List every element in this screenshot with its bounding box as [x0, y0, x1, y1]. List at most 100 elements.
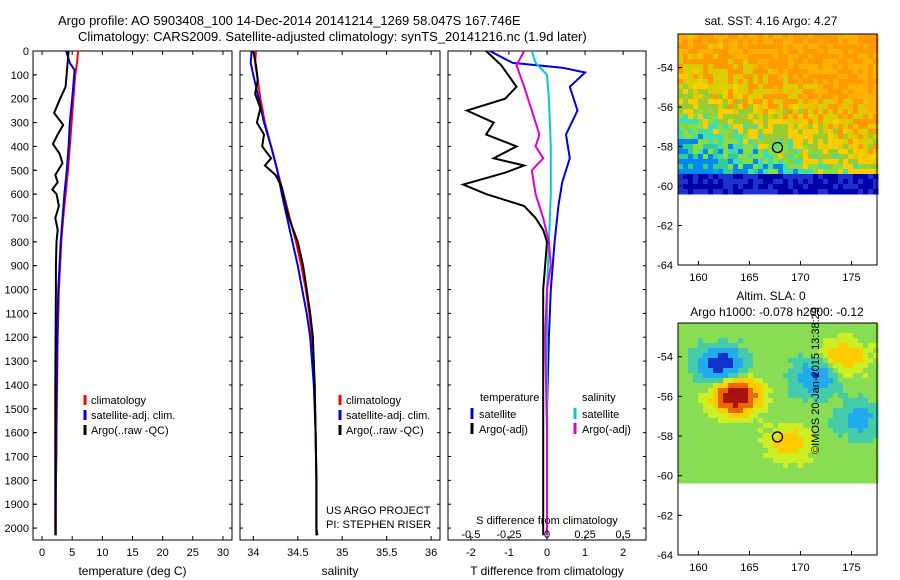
- map-cell: [813, 373, 819, 379]
- map-cell: [863, 109, 869, 115]
- map-cell: [793, 49, 799, 55]
- map-cell: [838, 39, 844, 45]
- map-cell: [818, 44, 824, 50]
- map-cell: [813, 94, 819, 100]
- x-axis-label: temperature (deg C): [78, 564, 186, 578]
- map-cell: [743, 179, 749, 185]
- y-tick-label: 800: [11, 237, 29, 249]
- map-cell: [763, 94, 769, 100]
- map-cell: [798, 144, 804, 150]
- map-cell: [738, 59, 744, 65]
- map-cell: [708, 418, 714, 424]
- map-cell: [813, 144, 819, 150]
- map-cell: [833, 134, 839, 140]
- map-cell: [843, 119, 849, 125]
- map-cell: [793, 438, 799, 444]
- map-cell: [723, 383, 729, 389]
- map-cell: [823, 373, 829, 379]
- map-cell: [828, 448, 834, 454]
- map-cell: [713, 134, 719, 140]
- map-cell: [708, 393, 714, 399]
- map-cell: [763, 74, 769, 80]
- map-cell: [728, 388, 734, 394]
- map-cell: [693, 39, 699, 45]
- map-cell: [873, 189, 879, 195]
- map-cell: [713, 114, 719, 120]
- y-tick-label: 1400: [5, 380, 29, 392]
- map-cell: [748, 49, 754, 55]
- map-cell: [853, 363, 859, 369]
- map-cell: [863, 343, 869, 349]
- map-cell: [718, 393, 724, 399]
- map-cell: [683, 338, 689, 344]
- map-cell: [753, 119, 759, 125]
- map-cell: [843, 473, 849, 479]
- map-cell: [823, 154, 829, 160]
- map-cell: [863, 368, 869, 374]
- map-cell: [853, 184, 859, 190]
- map-cell: [843, 39, 849, 45]
- map-cell: [873, 184, 879, 190]
- map-cell: [808, 124, 814, 130]
- map-cell: [778, 378, 784, 384]
- map-cell: [803, 64, 809, 70]
- map-cell: [703, 463, 709, 469]
- map-cell: [768, 64, 774, 70]
- map-cell: [863, 413, 869, 419]
- map-cell: [688, 353, 694, 359]
- map-cell: [813, 468, 819, 474]
- map-cell: [723, 179, 729, 185]
- map-cell: [683, 438, 689, 444]
- map-cell: [813, 34, 819, 40]
- map-cell: [778, 134, 784, 140]
- map-cell: [788, 328, 794, 334]
- map-cell: [873, 458, 879, 464]
- map-cell: [793, 84, 799, 90]
- map-cell: [853, 393, 859, 399]
- map-cell: [708, 154, 714, 160]
- map-cell: [733, 44, 739, 50]
- map-cell: [858, 358, 864, 364]
- map-cell: [773, 189, 779, 195]
- map-cell: [713, 398, 719, 404]
- map-cell: [793, 428, 799, 434]
- map-y-tick-label: -58: [657, 431, 673, 443]
- map-cell: [693, 84, 699, 90]
- map-cell: [743, 164, 749, 170]
- map-cell: [788, 348, 794, 354]
- map-cell: [758, 129, 764, 135]
- map-cell: [833, 338, 839, 344]
- map-cell: [753, 159, 759, 165]
- map-cell: [713, 378, 719, 384]
- map-cell: [763, 139, 769, 145]
- map-cell: [738, 104, 744, 110]
- map-cell: [798, 363, 804, 369]
- map-cell: [758, 79, 764, 85]
- map-cell: [848, 443, 854, 449]
- map-cell: [853, 64, 859, 70]
- map-cell: [763, 358, 769, 364]
- map-cell: [718, 159, 724, 165]
- map-cell: [748, 154, 754, 160]
- map-cell: [683, 428, 689, 434]
- map-cell: [683, 154, 689, 160]
- map-cell: [833, 64, 839, 70]
- map-cell: [788, 463, 794, 469]
- map-cell: [813, 169, 819, 175]
- map-cell: [688, 463, 694, 469]
- map-cell: [678, 413, 684, 419]
- map-cell: [763, 79, 769, 85]
- map-cell: [853, 358, 859, 364]
- map-cell: [748, 149, 754, 155]
- map-cell: [748, 438, 754, 444]
- map-cell: [718, 378, 724, 384]
- map-cell: [813, 338, 819, 344]
- map-cell: [693, 124, 699, 130]
- map-cell: [683, 468, 689, 474]
- map-cell: [793, 348, 799, 354]
- map-cell: [743, 428, 749, 434]
- map-cell: [828, 154, 834, 160]
- map-cell: [803, 358, 809, 364]
- map-cell: [703, 34, 709, 40]
- map-cell: [778, 403, 784, 409]
